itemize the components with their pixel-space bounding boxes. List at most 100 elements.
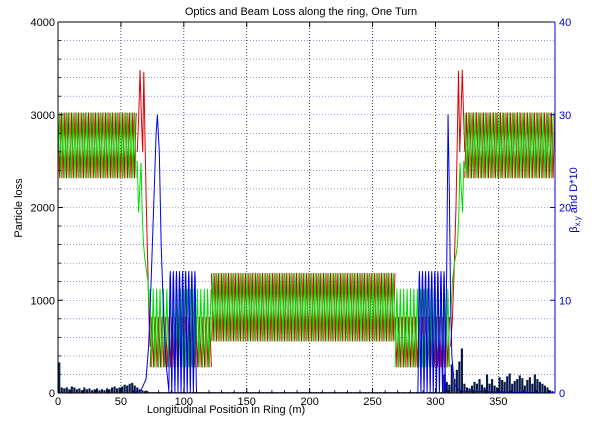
loss-bar — [450, 364, 453, 393]
series-line-dispersion — [58, 114, 170, 394]
loss-bar — [98, 390, 101, 393]
series-line-beta_y — [57, 112, 137, 179]
loss-bar — [485, 374, 489, 393]
loss-bar — [496, 387, 499, 393]
loss-bar — [141, 390, 144, 393]
loss-bar — [483, 387, 486, 393]
series-line-beta_y — [464, 112, 554, 179]
series-line-beta_y — [136, 161, 151, 319]
loss-bar — [493, 385, 496, 393]
loss-bar — [491, 379, 494, 393]
loss-bar — [58, 362, 61, 393]
loss-bar — [126, 385, 129, 393]
loss-bar — [116, 388, 119, 393]
loss-bar — [103, 390, 106, 393]
y-left-tick-label: 3000 — [31, 110, 55, 122]
x-tick-label: 50 — [115, 396, 127, 408]
loss-bar — [146, 391, 149, 393]
y-left-tick-label: 2000 — [31, 203, 55, 215]
series-line-dispersion — [168, 271, 197, 394]
loss-bar — [88, 388, 91, 393]
loss-bar — [453, 379, 456, 393]
loss-bar — [511, 383, 514, 393]
loss-bar — [528, 377, 531, 393]
loss-bar — [133, 385, 136, 393]
loss-bar — [111, 387, 114, 393]
loss-bar — [468, 388, 471, 393]
x-tick-label: 250 — [363, 396, 381, 408]
y-right-tick-label: 20 — [559, 203, 571, 215]
loss-bar — [108, 389, 111, 393]
loss-bar — [68, 389, 71, 393]
y-axis-right-label: βx,y and D*10 — [568, 167, 582, 233]
loss-bar — [118, 387, 121, 393]
x-axis-label: Longitudinal Position in Ring (m) — [147, 404, 305, 416]
x-tick-label: 200 — [300, 396, 318, 408]
loss-bar — [90, 390, 94, 393]
y-right-tick-label: 10 — [559, 295, 571, 307]
x-tick-label: 300 — [426, 396, 444, 408]
loss-bar — [113, 386, 116, 393]
loss-bar — [473, 381, 476, 393]
series-line-beta_y — [211, 272, 396, 342]
loss-bar — [85, 389, 89, 393]
series-line-beta_x — [57, 112, 137, 179]
right-label-tail: and D*10 — [568, 167, 580, 216]
loss-bar — [538, 381, 541, 393]
series-line-dispersion — [417, 271, 447, 394]
loss-bar — [523, 385, 526, 393]
series-lines — [57, 69, 556, 394]
loss-bar — [518, 375, 521, 393]
loss-bar — [83, 387, 86, 393]
loss-bars — [58, 348, 554, 393]
chart-title: Optics and Beam Loss along the ring, One… — [185, 6, 417, 18]
loss-bar — [470, 385, 474, 393]
loss-bar — [478, 379, 481, 393]
series-line-dispersion — [443, 114, 556, 394]
loss-bar — [521, 378, 524, 393]
series-line-beta_x — [211, 272, 396, 342]
loss-bar — [506, 376, 509, 393]
series-line-beta_y — [450, 160, 466, 319]
loss-bar — [488, 383, 491, 393]
y-right-tick-label: 40 — [559, 17, 571, 29]
x-tick-label: 100 — [175, 396, 193, 408]
loss-bar — [533, 374, 536, 393]
loss-bar — [106, 388, 109, 393]
y-left-tick-label: 4000 — [31, 17, 55, 29]
loss-bar — [480, 384, 484, 393]
loss-bar — [548, 390, 552, 393]
loss-bar — [551, 391, 554, 393]
loss-bar — [463, 383, 466, 393]
loss-bar — [465, 387, 468, 393]
loss-bar — [93, 389, 96, 393]
loss-bar — [131, 382, 134, 393]
loss-bar — [543, 385, 547, 393]
loss-bar — [136, 387, 139, 393]
loss-bar — [445, 381, 448, 393]
beta-subscript: x,y — [573, 216, 582, 226]
loss-bar — [458, 361, 461, 393]
y-right-tick-label: 30 — [559, 110, 571, 122]
y-axis-left-label: Particle loss — [13, 178, 25, 238]
loss-bar — [70, 386, 73, 393]
loss-bar — [501, 380, 504, 393]
y-left-tick-label: 0 — [49, 388, 55, 400]
loss-bar — [75, 389, 78, 393]
loss-bar — [516, 379, 519, 393]
x-tick-label: 0 — [55, 396, 61, 408]
loss-bar — [95, 388, 99, 393]
loss-bar — [63, 388, 66, 393]
x-tick-label: 350 — [489, 396, 507, 408]
series-line-beta_y — [149, 288, 212, 368]
loss-bar — [128, 383, 131, 393]
loss-bar — [80, 390, 83, 393]
loss-bar — [536, 379, 539, 393]
loss-bar — [143, 391, 146, 393]
loss-bar — [65, 387, 68, 393]
loss-bar — [503, 381, 506, 393]
loss-bar — [73, 387, 76, 393]
loss-bar — [78, 388, 81, 393]
